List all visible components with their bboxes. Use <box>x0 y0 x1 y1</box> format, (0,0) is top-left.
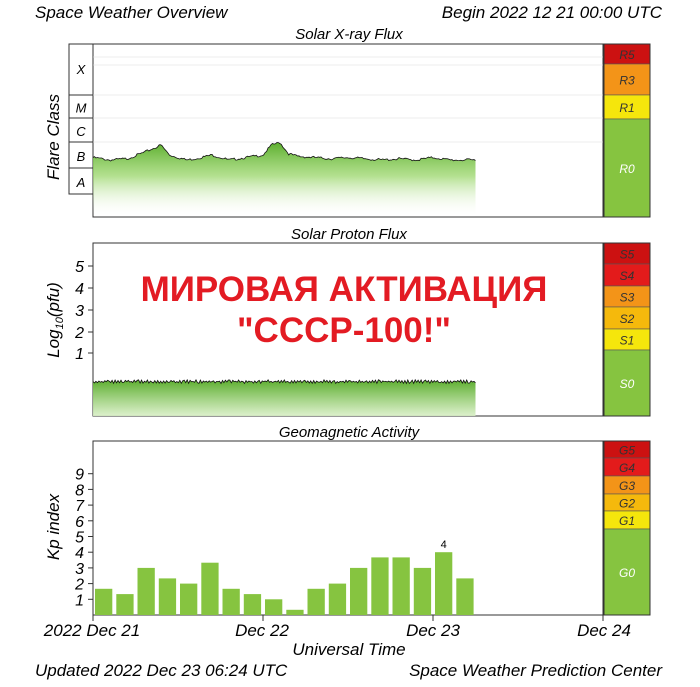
xray-scale-r1 <box>603 94 651 120</box>
proton-scale-frame <box>603 242 651 417</box>
geomag-scale-label-g5: G5 <box>619 444 635 458</box>
xray-title: Solar X-ray Flux <box>295 26 403 43</box>
proton-ytick: 4 <box>75 281 84 298</box>
kp-bar <box>456 578 474 615</box>
flare-class-column <box>68 43 94 195</box>
kp-bar <box>413 567 432 615</box>
flare-class-tick: B <box>77 149 86 164</box>
kp-bar <box>201 562 219 615</box>
begin-time: Begin 2022 12 21 00:00 UTC <box>442 3 663 22</box>
kp-bar <box>137 567 155 615</box>
xray-flux-line <box>92 142 476 162</box>
updated-time: Updated 2022 Dec 23 06:24 UTC <box>35 661 288 680</box>
page-title: Space Weather Overview <box>35 3 229 22</box>
geomag-ylabel: Kp index <box>44 493 63 560</box>
geomag-title: Geomagnetic Activity <box>279 424 421 441</box>
xray-scale-label-r0: R0 <box>619 162 635 176</box>
kp-bar <box>435 552 453 615</box>
kp-bar <box>265 599 283 615</box>
xray-scale-r3 <box>603 63 651 96</box>
geomag-scale-frame <box>603 440 651 616</box>
xray-scale-label-r1: R1 <box>619 101 634 115</box>
flare-class-tick: X <box>76 62 87 77</box>
kp-ytick: 5 <box>75 530 84 547</box>
kp-bar <box>371 557 389 615</box>
geomag-scale-label-g3: G3 <box>619 479 635 493</box>
proton-ylabel: Log10(pfu) <box>44 282 66 358</box>
kp-bar <box>350 567 368 615</box>
proton-scale-label-s3: S3 <box>620 291 635 305</box>
proton-ytick: 2 <box>74 325 84 342</box>
proton-ytick: 1 <box>75 346 84 363</box>
overlay-line-2: "СССР-100!" <box>237 311 451 350</box>
proton-scale-label-s4: S4 <box>620 269 635 283</box>
flare-class-tick: C <box>76 124 86 139</box>
xray-scale-label-r3: R3 <box>619 74 635 88</box>
x-axis-label: Universal Time <box>292 640 405 659</box>
kp-ytick: 6 <box>75 514 84 531</box>
flare-class-tick: M <box>76 101 87 116</box>
geomag-scale-label-g4: G4 <box>619 461 635 475</box>
xray-ylabel: Flare Class <box>44 94 63 180</box>
kp-ytick: 7 <box>75 498 85 515</box>
kp-ytick: 4 <box>75 545 84 562</box>
proton-scale-label-s2: S2 <box>620 312 635 326</box>
xray-scale-label-r5: R5 <box>619 48 635 62</box>
proton-flux-line <box>92 378 476 385</box>
geomag-scale-label-g2: G2 <box>619 497 635 511</box>
xray-scale-frame <box>603 43 651 218</box>
kp-bar <box>392 557 410 615</box>
x-tick-2: Dec 23 <box>406 621 460 640</box>
flare-class-tick: A <box>76 175 86 190</box>
kp-bar <box>222 588 240 615</box>
kp-ytick: 3 <box>75 561 84 578</box>
proton-title: Solar Proton Flux <box>291 226 407 243</box>
geomag-scale-label-g0: G0 <box>619 566 635 580</box>
proton-scale-label-s5: S5 <box>620 248 635 262</box>
proton-scale-s0 <box>603 349 651 417</box>
kp-bar <box>328 583 347 615</box>
kp-ytick: 2 <box>74 577 84 594</box>
kp-ytick: 8 <box>75 482 84 499</box>
kp-bar <box>307 588 325 615</box>
kp-ytick: 9 <box>75 467 84 484</box>
x-tick-0: 2022 Dec 21 <box>43 621 140 640</box>
kp-bar <box>95 588 113 615</box>
xray-flux-area <box>93 142 476 217</box>
kp-bar <box>116 594 134 615</box>
proton-scale-label-s0: S0 <box>620 377 635 391</box>
kp-ytick: 1 <box>75 592 84 609</box>
proton-ytick: 3 <box>75 303 84 320</box>
kp-bar <box>243 594 262 615</box>
x-tick-3: Dec 24 <box>577 621 631 640</box>
overlay-line-1: МИРОВАЯ АКТИВАЦИЯ <box>141 270 548 309</box>
kp-annotation: 4 <box>441 539 447 551</box>
prediction-center: Space Weather Prediction Center <box>409 661 663 680</box>
kp-bar <box>286 609 304 615</box>
x-tick-1: Dec 22 <box>235 621 289 640</box>
kp-bar <box>158 578 177 615</box>
kp-bar <box>180 583 198 615</box>
geomag-plot-frame <box>92 440 604 616</box>
proton-flux-area <box>93 379 476 416</box>
proton-scale-label-s1: S1 <box>620 334 635 348</box>
geomag-scale-label-g1: G1 <box>619 514 635 528</box>
proton-ytick: 5 <box>75 259 84 276</box>
proton-panel: 1 2 3 4 5 S5 S4 S3 S2 S1 S0 <box>74 242 651 417</box>
